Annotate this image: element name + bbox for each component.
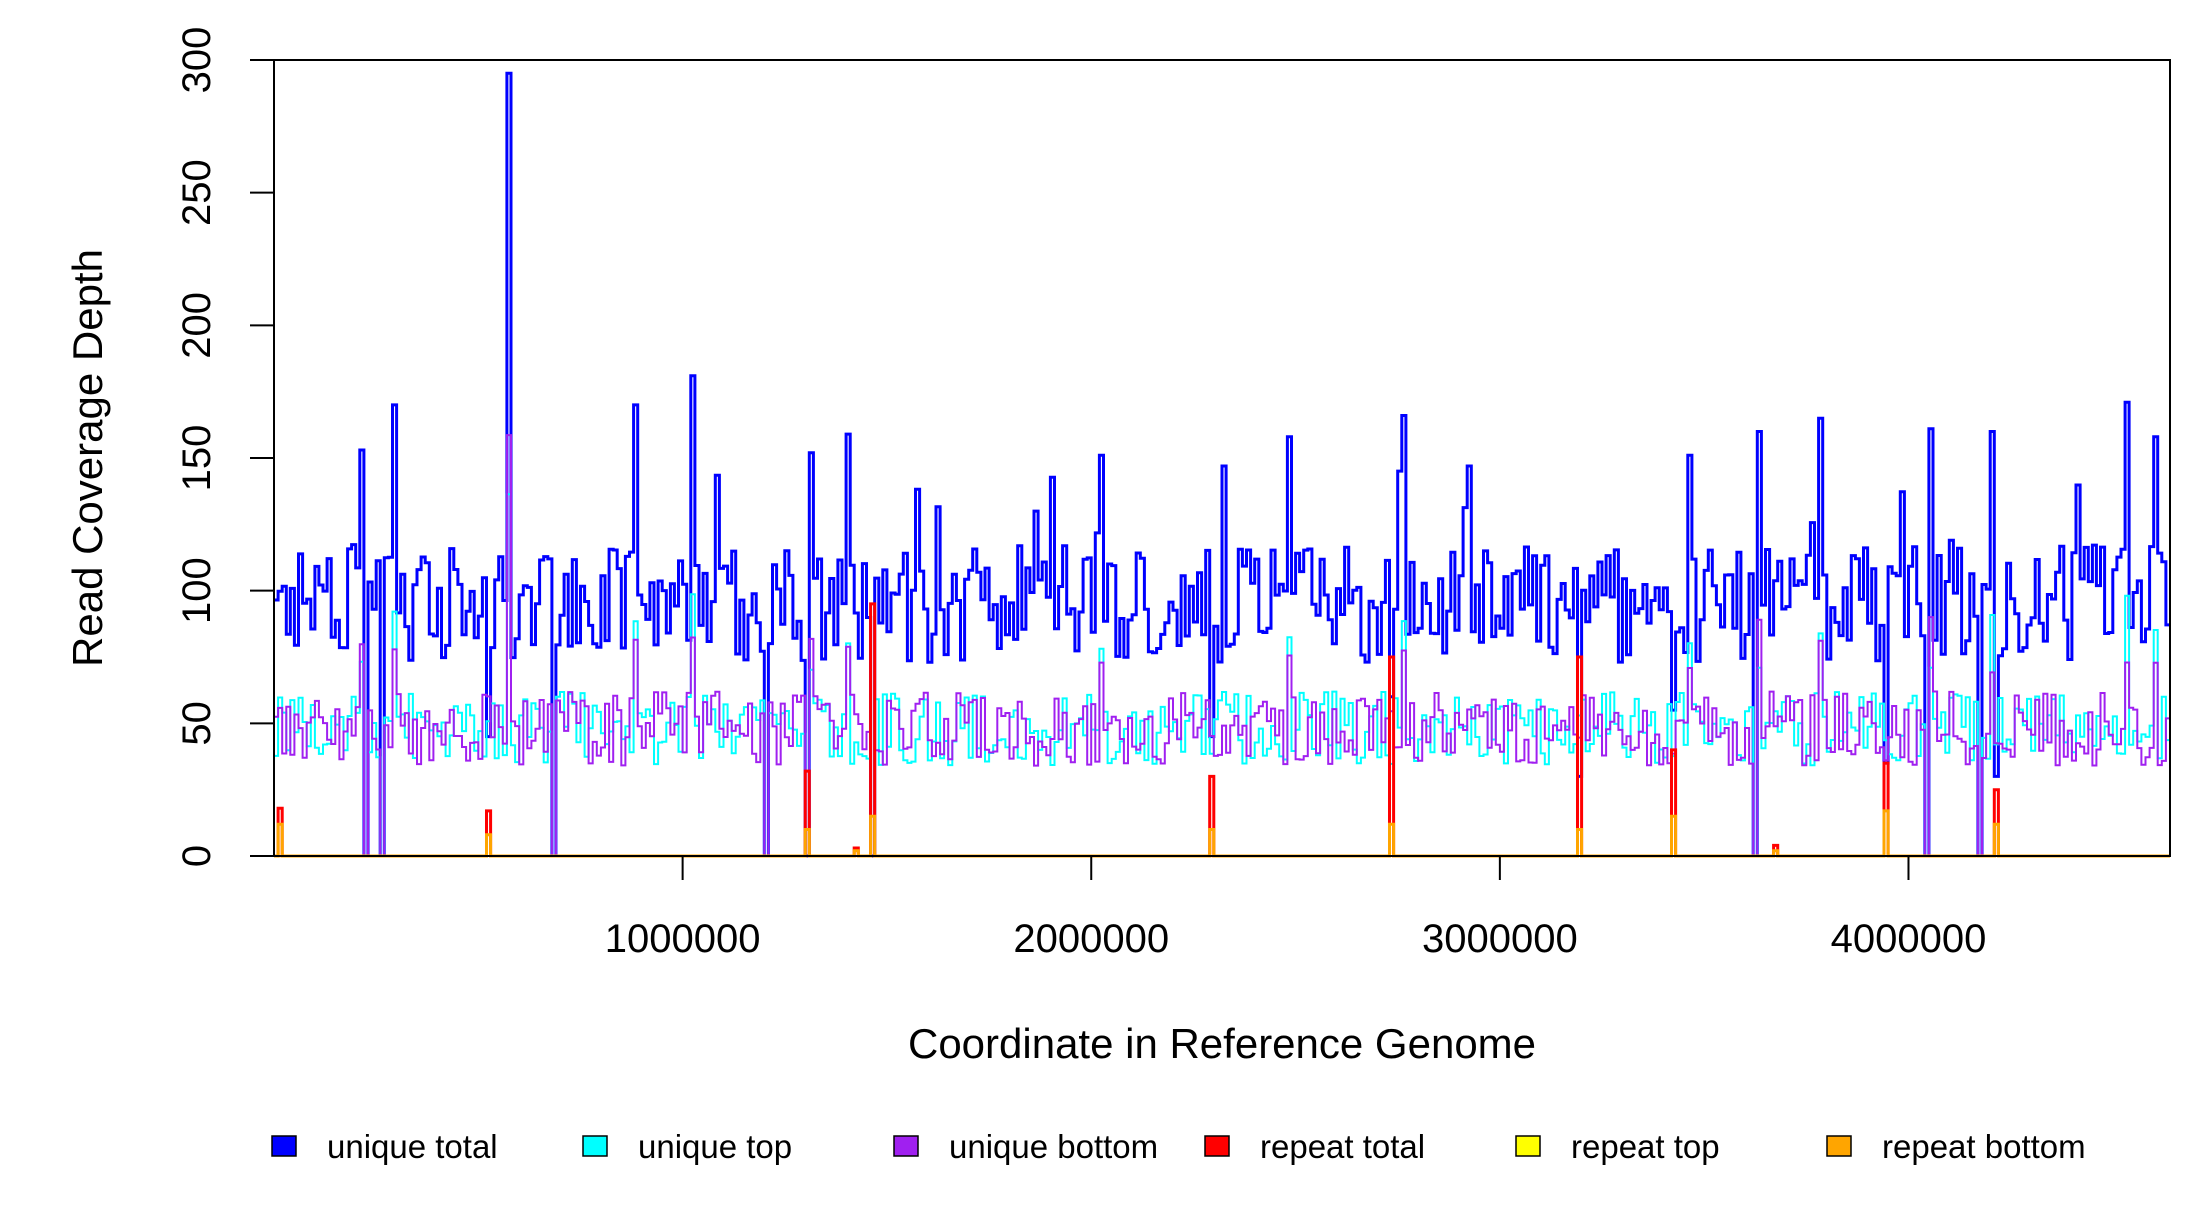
x-axis: 1000000 2000000 3000000 4000000 <box>605 855 1987 961</box>
y-tick-label: 250 <box>175 159 219 226</box>
legend-label: repeat top <box>1571 1128 1720 1165</box>
series-line-unique-top <box>274 493 2170 857</box>
legend-label: repeat bottom <box>1882 1128 2086 1165</box>
x-axis-title: Coordinate in Reference Genome <box>908 1020 1536 1067</box>
series-line-unique-bottom <box>274 434 2170 857</box>
legend-swatch <box>893 1135 919 1157</box>
y-tick-label: 300 <box>175 27 219 94</box>
y-axis-title: Read Coverage Depth <box>64 249 111 667</box>
legend-label: repeat total <box>1260 1128 1425 1165</box>
x-tick-label: 1000000 <box>605 917 761 961</box>
legend: unique total unique top unique bottom repea… <box>271 1128 2086 1165</box>
legend-swatch <box>1204 1135 1230 1157</box>
legend-swatch <box>1515 1135 1541 1157</box>
x-tick-label: 2000000 <box>1013 917 1169 961</box>
legend-item-repeat-bottom: repeat bottom <box>1826 1128 2086 1165</box>
legend-item-repeat-top: repeat top <box>1515 1128 1720 1165</box>
y-tick-label: 50 <box>175 701 219 746</box>
legend-label: unique total <box>327 1128 498 1165</box>
legend-label: unique top <box>638 1128 792 1165</box>
legend-swatch <box>582 1135 608 1157</box>
y-tick-label: 150 <box>175 425 219 492</box>
legend-item-repeat-total: repeat total <box>1204 1128 1425 1165</box>
y-axis: 0 50 100 150 200 250 300 <box>175 27 275 867</box>
y-tick-label: 200 <box>175 292 219 359</box>
x-tick-label: 4000000 <box>1831 917 1987 961</box>
y-tick-label: 100 <box>175 557 219 624</box>
legend-item-unique-bottom: unique bottom <box>893 1128 1158 1165</box>
legend-item-unique-top: unique top <box>582 1128 792 1165</box>
series-line-unique-total <box>274 71 2170 858</box>
x-tick-label: 3000000 <box>1422 917 1578 961</box>
series-line-repeat-bottom <box>274 809 2170 858</box>
legend-swatch <box>271 1135 297 1157</box>
y-tick-label: 0 <box>175 845 219 867</box>
legend-swatch <box>1826 1135 1852 1157</box>
legend-item-unique-total: unique total <box>271 1128 498 1165</box>
series-layer <box>274 71 2170 858</box>
legend-label: unique bottom <box>949 1128 1158 1165</box>
